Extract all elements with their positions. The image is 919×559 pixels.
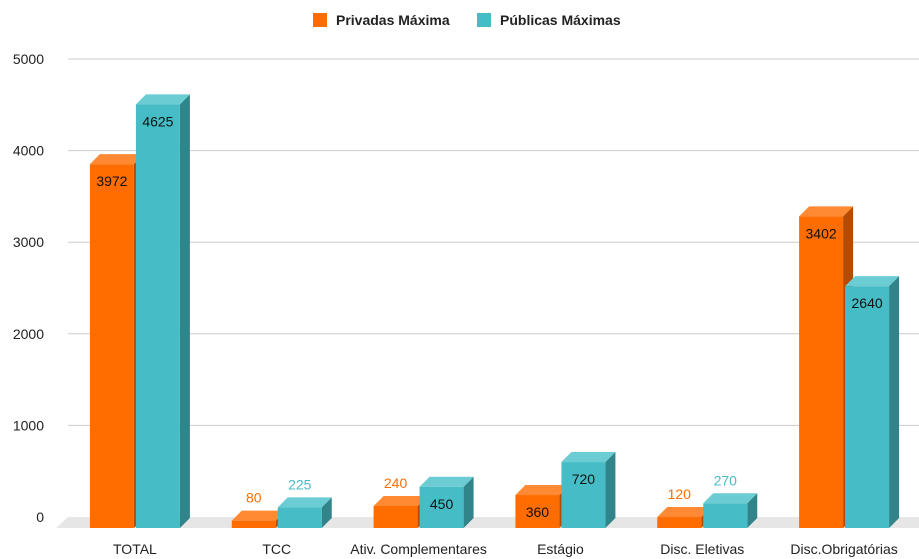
x-tick-label: Disc. Eletivas — [660, 541, 744, 557]
y-tick-label: 4000 — [13, 143, 44, 159]
data-label: 240 — [384, 475, 408, 491]
data-label: 720 — [572, 471, 596, 487]
bar — [419, 486, 464, 528]
bar-top — [657, 507, 712, 518]
x-tick-label: Estágio — [537, 541, 584, 557]
bar-top — [799, 206, 854, 217]
y-tick-label: 1000 — [13, 417, 44, 433]
bar-side — [179, 94, 190, 528]
bar — [135, 104, 180, 528]
y-tick-label: 2000 — [13, 326, 44, 342]
bar-top — [89, 154, 144, 165]
legend-swatch-privadas — [313, 13, 327, 27]
bar — [799, 216, 844, 528]
bar — [845, 286, 890, 528]
data-label: 4625 — [142, 113, 173, 129]
legend-swatch-publicas — [477, 13, 491, 27]
bar — [703, 503, 748, 528]
bar-side — [321, 497, 332, 528]
x-tick-label: Ativ. Complementares — [350, 541, 487, 557]
data-label: 3972 — [96, 173, 127, 189]
bar-side — [463, 476, 474, 528]
bar-side — [889, 276, 900, 528]
x-tick-label: TOTAL — [113, 541, 157, 557]
bar — [657, 517, 702, 528]
bar — [231, 520, 276, 528]
bar-top — [703, 493, 758, 504]
bar-top — [515, 485, 570, 496]
data-label: 3402 — [806, 225, 837, 241]
data-label: 225 — [288, 476, 312, 492]
y-tick-label: 3000 — [13, 234, 44, 250]
legend-label-privadas: Privadas Máxima — [336, 12, 450, 28]
bar-side — [747, 493, 758, 528]
bar-top — [845, 276, 900, 287]
bar-top — [277, 497, 332, 508]
bar — [89, 164, 134, 528]
bar — [373, 506, 418, 528]
bar — [561, 462, 606, 528]
x-tick-label: TCC — [262, 541, 291, 557]
data-label: 80 — [246, 490, 262, 506]
bar-top — [373, 496, 428, 507]
bar-top — [135, 94, 190, 105]
bar — [277, 507, 322, 528]
y-tick-label: 0 — [36, 509, 44, 525]
data-label: 450 — [430, 496, 454, 512]
data-label: 270 — [714, 472, 738, 488]
data-label: 2640 — [852, 295, 883, 311]
bar-top — [419, 476, 474, 487]
data-label: 120 — [668, 486, 692, 502]
bar-top — [231, 510, 286, 521]
y-tick-label: 5000 — [13, 51, 44, 67]
data-label: 360 — [526, 504, 550, 520]
x-tick-label: Disc.Obrigatórias — [790, 541, 897, 557]
legend-label-publicas: Públicas Máximas — [500, 12, 621, 28]
bar — [515, 495, 560, 528]
bar-side — [605, 452, 616, 528]
bar-top — [561, 452, 616, 463]
